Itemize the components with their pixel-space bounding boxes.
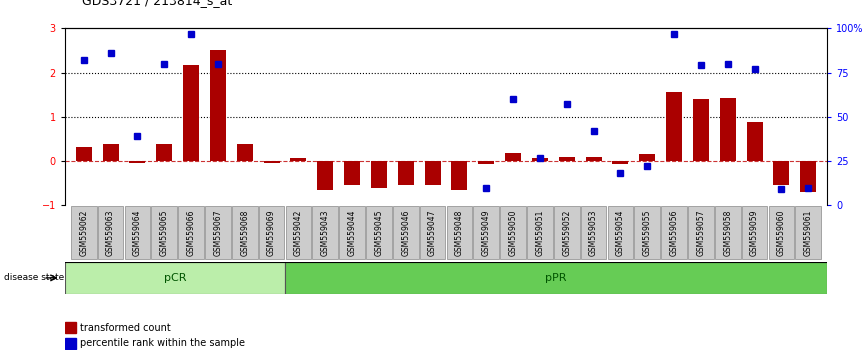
FancyBboxPatch shape (741, 206, 767, 259)
FancyBboxPatch shape (635, 206, 660, 259)
Text: GSM559060: GSM559060 (777, 210, 786, 256)
FancyBboxPatch shape (447, 206, 472, 259)
Text: GSM559047: GSM559047 (428, 210, 437, 256)
FancyBboxPatch shape (178, 206, 204, 259)
Bar (210, 50, 226, 161)
FancyBboxPatch shape (714, 206, 740, 259)
Bar (505, 153, 521, 161)
FancyBboxPatch shape (205, 206, 230, 259)
Text: GSM559063: GSM559063 (106, 210, 115, 256)
Text: GSM559056: GSM559056 (669, 210, 679, 256)
Text: GSM559058: GSM559058 (723, 210, 733, 256)
FancyBboxPatch shape (501, 206, 526, 259)
FancyBboxPatch shape (420, 206, 445, 259)
Text: GSM559061: GSM559061 (804, 210, 813, 256)
Bar (236, 144, 253, 161)
Bar (585, 156, 602, 161)
FancyBboxPatch shape (474, 206, 499, 259)
Text: transformed count: transformed count (80, 322, 171, 332)
Bar (285, 262, 827, 294)
Text: pCR: pCR (164, 273, 186, 283)
Text: percentile rank within the sample: percentile rank within the sample (80, 338, 245, 348)
Bar (532, 158, 548, 161)
FancyBboxPatch shape (232, 206, 257, 259)
Bar (746, 122, 763, 161)
Text: GSM559050: GSM559050 (508, 210, 518, 256)
FancyBboxPatch shape (98, 206, 124, 259)
Bar (317, 161, 333, 190)
Text: GSM559067: GSM559067 (213, 210, 223, 256)
FancyBboxPatch shape (581, 206, 606, 259)
Bar (424, 161, 441, 185)
Bar (397, 161, 414, 185)
FancyBboxPatch shape (313, 206, 338, 259)
Text: disease state: disease state (4, 273, 65, 282)
FancyBboxPatch shape (393, 206, 418, 259)
Text: GSM559068: GSM559068 (240, 210, 249, 256)
Text: GSM559043: GSM559043 (320, 210, 330, 256)
Text: GSM559051: GSM559051 (535, 210, 545, 256)
Bar (65, 322, 76, 333)
Bar (451, 161, 468, 190)
Text: GSM559064: GSM559064 (132, 210, 142, 256)
Text: GSM559052: GSM559052 (562, 210, 572, 256)
Text: pPR: pPR (546, 273, 566, 283)
Bar (612, 161, 629, 164)
FancyBboxPatch shape (366, 206, 391, 259)
FancyBboxPatch shape (554, 206, 579, 259)
Bar (773, 161, 790, 185)
Bar (156, 144, 172, 161)
Bar (102, 144, 119, 161)
Text: GSM559065: GSM559065 (159, 210, 169, 256)
Text: GSM559044: GSM559044 (347, 210, 357, 256)
Text: GSM559042: GSM559042 (294, 210, 303, 256)
FancyBboxPatch shape (662, 206, 687, 259)
FancyBboxPatch shape (795, 206, 821, 259)
Bar (666, 92, 682, 161)
FancyBboxPatch shape (259, 206, 284, 259)
Bar (800, 161, 817, 192)
FancyBboxPatch shape (688, 206, 714, 259)
Bar (371, 161, 387, 188)
FancyBboxPatch shape (286, 206, 311, 259)
Bar (720, 98, 736, 161)
Bar (478, 161, 494, 164)
FancyBboxPatch shape (125, 206, 151, 259)
FancyBboxPatch shape (71, 206, 97, 259)
Bar (693, 99, 709, 161)
Text: GSM559048: GSM559048 (455, 210, 464, 256)
FancyBboxPatch shape (339, 206, 365, 259)
Text: GSM559057: GSM559057 (696, 210, 706, 256)
Bar (65, 338, 76, 349)
Text: GSM559069: GSM559069 (267, 210, 276, 256)
FancyBboxPatch shape (768, 206, 794, 259)
Text: GSM559054: GSM559054 (616, 210, 625, 256)
Bar (344, 161, 360, 185)
Bar (129, 161, 145, 163)
Bar (263, 161, 280, 163)
Bar (559, 156, 575, 161)
FancyBboxPatch shape (608, 206, 633, 259)
Bar (65, 262, 285, 294)
Bar (639, 154, 656, 161)
FancyBboxPatch shape (152, 206, 178, 259)
Text: GSM559066: GSM559066 (186, 210, 196, 256)
Text: GDS3721 / 213814_s_at: GDS3721 / 213814_s_at (82, 0, 232, 7)
Text: GSM559045: GSM559045 (374, 210, 384, 256)
Bar (183, 65, 199, 161)
Text: GSM559059: GSM559059 (750, 210, 759, 256)
Text: GSM559062: GSM559062 (79, 210, 88, 256)
Bar (290, 158, 307, 161)
Text: GSM559049: GSM559049 (481, 210, 491, 256)
Bar (75, 147, 92, 161)
Text: GSM559053: GSM559053 (589, 210, 598, 256)
Text: GSM559046: GSM559046 (401, 210, 410, 256)
FancyBboxPatch shape (527, 206, 553, 259)
Text: GSM559055: GSM559055 (643, 210, 652, 256)
